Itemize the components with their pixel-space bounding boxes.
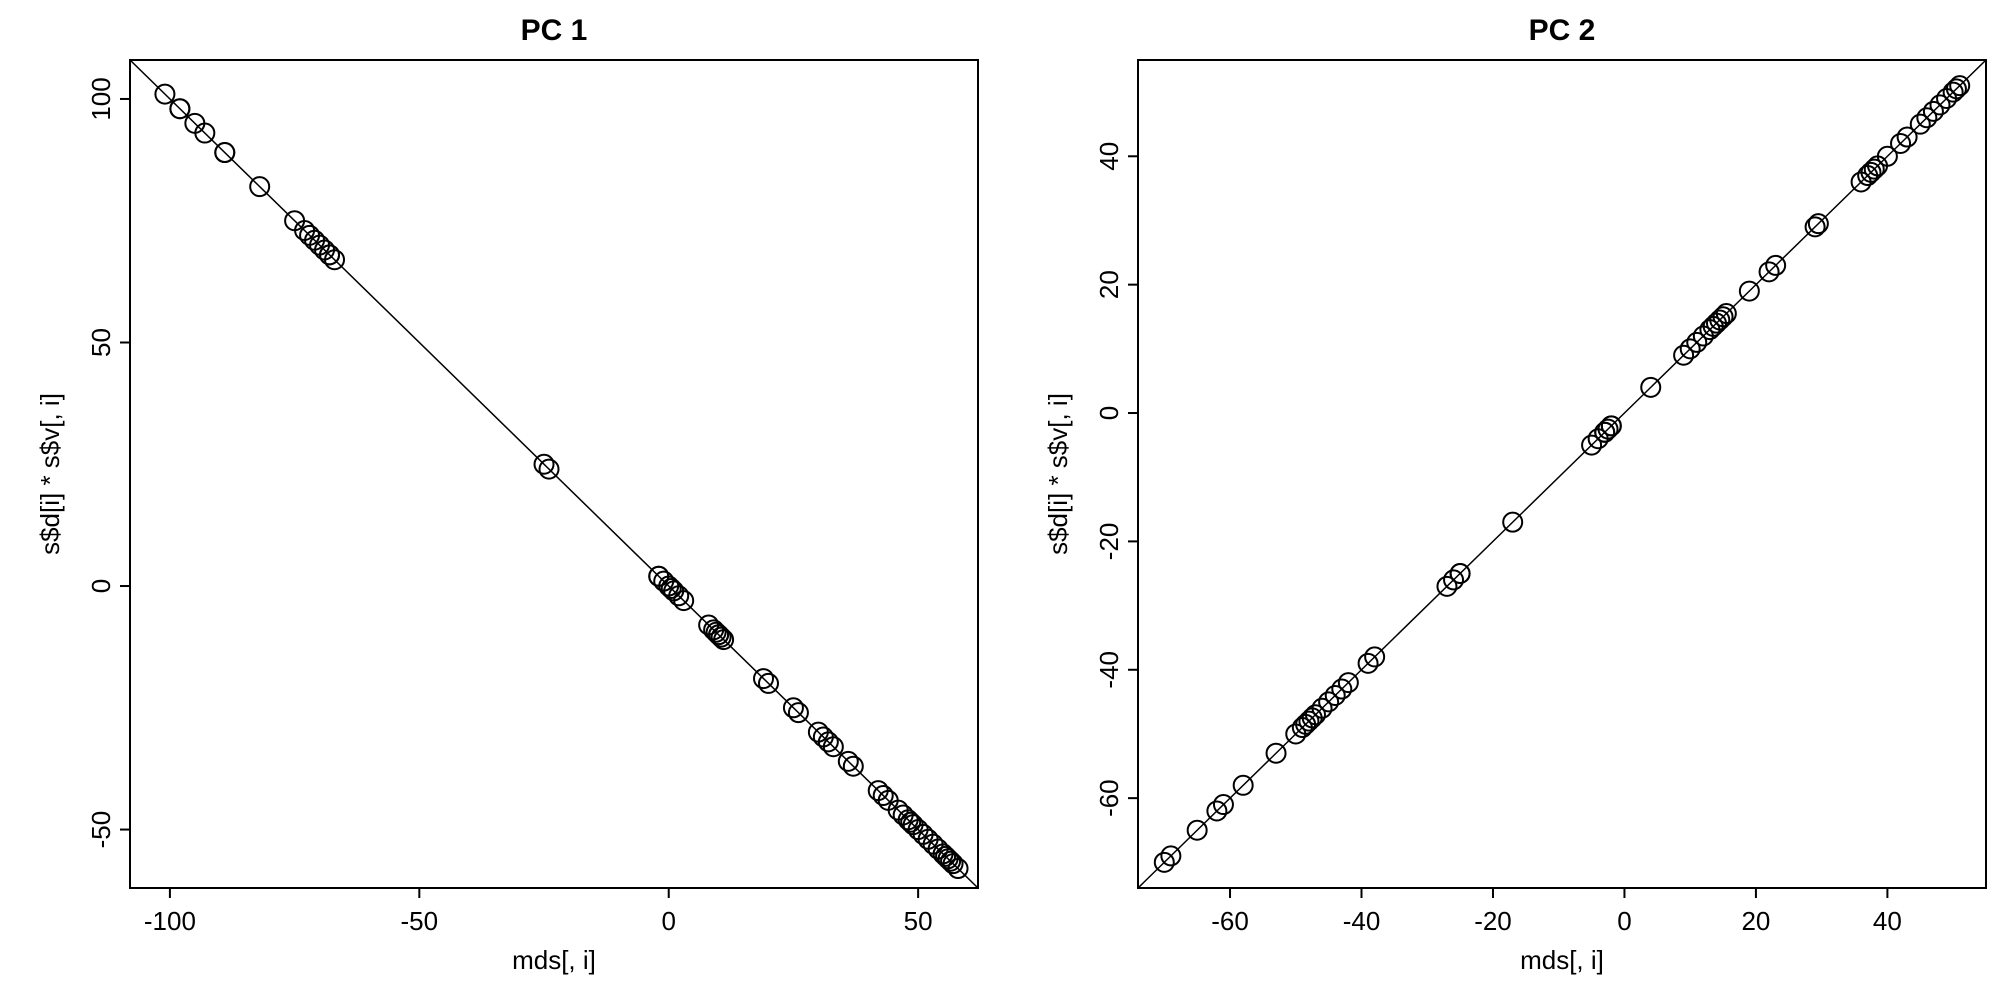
chart-title: PC 2: [1529, 14, 1596, 47]
x-tick-label: 50: [904, 906, 933, 936]
x-tick-label: -40: [1343, 906, 1381, 936]
y-tick-label: -50: [86, 811, 116, 849]
x-tick-label: 40: [1873, 906, 1902, 936]
x-tick-label: 0: [661, 906, 675, 936]
y-tick-label: -40: [1094, 651, 1124, 689]
y-tick-label: 20: [1094, 270, 1124, 299]
y-tick-label: -20: [1094, 523, 1124, 561]
panel-pc1: -100 -50 0 50 -50 0 50 100 PC 1 mds[, i] s$d[i] * …: [0, 0, 1008, 1008]
x-axis-label: mds[, i]: [512, 945, 596, 975]
y-axis-label: s$d[i] * s$v[, i]: [35, 393, 65, 555]
y-tick-label: 0: [1094, 406, 1124, 420]
y-tick-label: 100: [86, 77, 116, 120]
y-tick-label: 0: [86, 579, 116, 593]
x-tick-label: 0: [1617, 906, 1631, 936]
x-tick-label: -50: [401, 906, 439, 936]
x-tick-label: -100: [144, 906, 196, 936]
chart-title: PC 1: [521, 14, 588, 47]
y-tick-label: 40: [1094, 142, 1124, 171]
panel-pc2: -60 -40 -20 0 20 40 -60 -40 -20 0 20 40 PC 2 mds[, i]…: [1008, 0, 2016, 1008]
x-tick-label: 20: [1741, 906, 1770, 936]
x-tick-label: -60: [1211, 906, 1249, 936]
y-axis-label: s$d[i] * s$v[, i]: [1043, 393, 1073, 555]
y-tick-label: -60: [1094, 779, 1124, 817]
x-axis-label: mds[, i]: [1520, 945, 1604, 975]
figure-container: -100 -50 0 50 -50 0 50 100 PC 1 mds[, i] s$d[i] * …: [0, 0, 2016, 1008]
y-tick-label: 50: [86, 328, 116, 357]
x-tick-label: -20: [1474, 906, 1512, 936]
